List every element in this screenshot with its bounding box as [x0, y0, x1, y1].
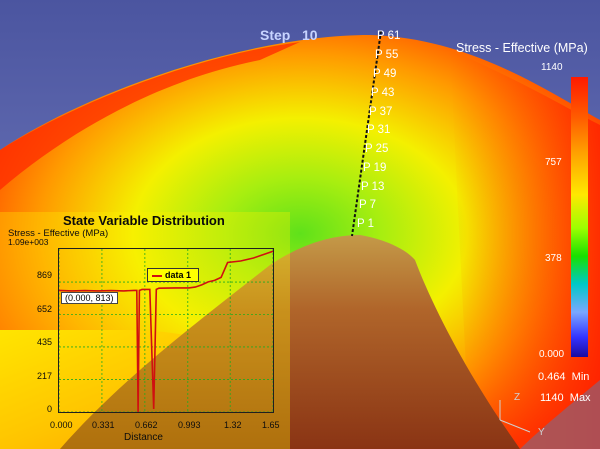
chart-series-group [58, 250, 274, 413]
chart-legend[interactable]: data 1 [147, 268, 199, 282]
step-indicator: Step 10 [260, 27, 318, 43]
x-tick-label: 1.32 [224, 420, 242, 430]
y-tick-label: 869 [36, 270, 52, 280]
legend-swatch [152, 275, 162, 277]
path-point-label[interactable]: P 55 [375, 49, 399, 61]
legend-tick-max: 1140 [541, 62, 563, 73]
legend-max-label: Max [569, 392, 591, 404]
path-point-label[interactable]: P 1 [357, 218, 375, 230]
legend-tick-min: 0.000 [539, 349, 565, 360]
y-tick-label: 652 [36, 304, 52, 314]
triad-y-axis [499, 419, 531, 433]
x-tick-label: 1.65 [262, 420, 280, 430]
path-point-label[interactable]: P 19 [363, 162, 387, 174]
path-point-label[interactable]: P 25 [365, 143, 389, 155]
path-point-label[interactable]: P 37 [369, 106, 393, 118]
path-point-label[interactable]: P 7 [359, 199, 377, 211]
legend-tick-757: 757 [545, 157, 562, 168]
x-tick-label: 0.000 [50, 420, 73, 430]
contour-legend-title: Stress - Effective (MPa) [456, 41, 588, 55]
path-point-label[interactable]: P 61 [377, 30, 401, 42]
legend-series-name: data 1 [165, 270, 192, 280]
contour-colorbar [571, 77, 588, 357]
y-tick-label: 435 [36, 337, 52, 347]
x-tick-label: 0.993 [178, 420, 201, 430]
legend-min-label: Min [571, 371, 590, 383]
legend-max-readout: 1140 Max [540, 392, 591, 404]
triad-y-label: Y [538, 427, 545, 438]
y-tick-label: 217 [36, 371, 52, 381]
chart-x-axis-label: Distance [124, 432, 163, 443]
chart-title: State Variable Distribution [63, 213, 225, 228]
x-tick-label: 0.331 [92, 420, 115, 430]
legend-tick-378: 378 [545, 253, 562, 264]
series-line-data-1[interactable] [58, 250, 274, 413]
triad-z-label: Z [514, 392, 521, 403]
y-tick-label: 0 [46, 404, 52, 414]
chart-plot-area[interactable] [58, 248, 274, 413]
legend-max-value: 1140 [540, 392, 564, 404]
step-label-text: Step [260, 27, 291, 43]
step-value: 10 [302, 27, 318, 43]
legend-min-readout: 0.464 Min [538, 371, 589, 383]
x-tick-label: 0.662 [135, 420, 158, 430]
legend-min-value: 0.464 [538, 371, 566, 383]
sample-path-line [351, 30, 382, 237]
data-cursor-tooltip: (0.000, 813) [61, 292, 118, 304]
chart-y-axis-max: 1.09e+003 [8, 237, 49, 247]
path-point-label[interactable]: P 43 [371, 87, 395, 99]
path-point-label[interactable]: P 31 [367, 124, 391, 136]
chart-y-axis-label: Stress - Effective (MPa) [8, 228, 109, 239]
path-point-label[interactable]: P 49 [373, 68, 397, 80]
path-point-label[interactable]: P 13 [361, 181, 385, 193]
